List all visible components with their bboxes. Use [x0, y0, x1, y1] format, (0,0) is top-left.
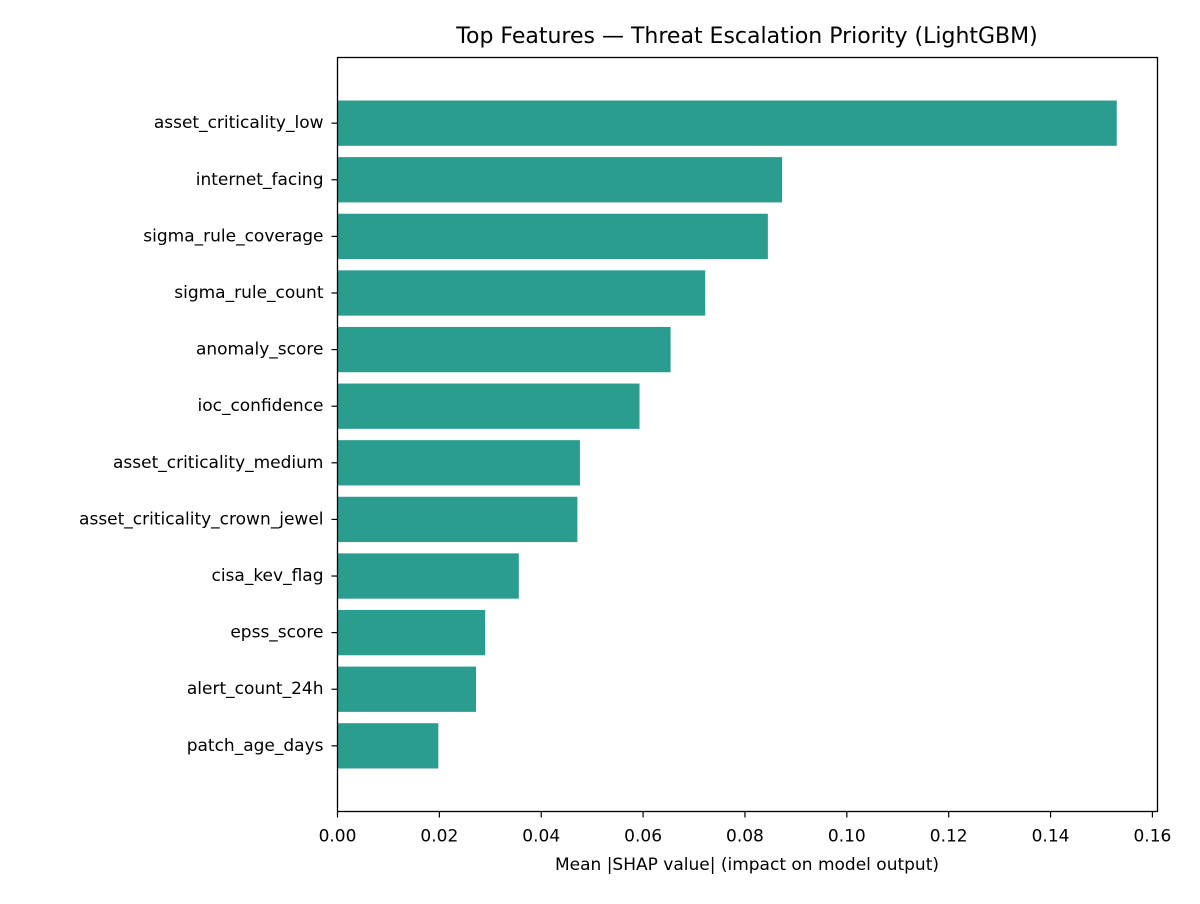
x-tick-label: 0.12 — [930, 827, 968, 847]
bar-asset-criticality-low — [337, 100, 1117, 146]
y-tick-label: ioc_confidence — [197, 396, 323, 416]
y-tick-label: asset_criticality_medium — [113, 453, 324, 473]
x-tick-label: 0.06 — [624, 827, 662, 847]
bar-internet-facing — [337, 157, 783, 203]
y-tick-label: internet_facing — [196, 170, 324, 190]
bar-asset-criticality-crown-jewel — [337, 496, 578, 543]
bar-epss-score — [337, 609, 486, 656]
x-tick-label: 0.00 — [319, 827, 357, 847]
bar-sigma-rule-coverage — [337, 213, 768, 260]
bar-asset-criticality-medium — [337, 440, 580, 486]
y-tick-label: sigma_rule_coverage — [143, 226, 323, 246]
y-tick-label: asset_criticality_low — [154, 113, 324, 133]
y-tick-label: epss_score — [230, 623, 323, 643]
x-tick-label: 0.08 — [726, 827, 764, 847]
x-axis: 0.00 0.02 0.04 0.06 0.08 0.10 0.12 0.14 0.16 — [319, 811, 1171, 847]
x-tick-label: 0.02 — [420, 827, 458, 847]
y-axis: asset_criticality_low internet_facingsigm… — [79, 113, 338, 756]
x-tick-label: 0.10 — [828, 827, 866, 847]
y-tick-label: anomaly_score — [196, 340, 324, 360]
bar-alert-count-24h — [337, 666, 477, 712]
y-tick-label: patch_age_days — [187, 736, 324, 756]
bar-anomaly-score — [337, 326, 671, 373]
y-tick-label: asset_criticality_crown_jewel — [79, 509, 323, 529]
x-axis-label: Mean |SHAP value| (impact on model outpu… — [555, 855, 939, 875]
chart-title: Top Features — Threat Escalation Priorit… — [455, 24, 1037, 49]
bar-ioc-confidence — [337, 383, 640, 429]
bar-sigma-rule-count — [337, 270, 706, 316]
plot-frame — [336, 56, 1159, 813]
y-tick-label: sigma_rule_count — [174, 283, 324, 303]
y-tick-label: alert_count_24h — [187, 679, 324, 699]
x-tick-label: 0.16 — [1133, 827, 1171, 847]
x-tick-label: 0.14 — [1032, 827, 1070, 847]
bar-patch-age-days — [337, 723, 439, 769]
x-tick-label: 0.04 — [522, 827, 560, 847]
y-tick-label: cisa_kev_flag — [211, 566, 323, 586]
bars-layer — [337, 100, 1117, 769]
bar-cisa-kev-flag — [337, 553, 519, 599]
